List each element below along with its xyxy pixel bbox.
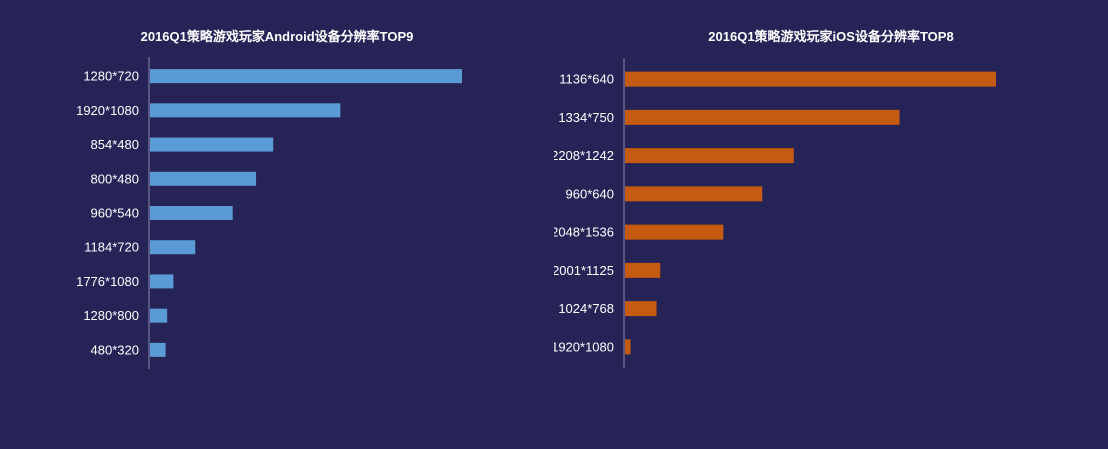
category-tick-label: 1920*1080 (76, 103, 139, 118)
bar (150, 274, 174, 289)
bar (625, 262, 661, 278)
category-tick-label: 800*480 (91, 171, 139, 186)
category-tick-label: 2208*1242 (554, 148, 614, 163)
category-tick-label: 1920*1080 (554, 339, 614, 354)
category-tick-label: 480*320 (91, 342, 139, 357)
category-tick-label: 1334*750 (558, 110, 614, 125)
bar (150, 103, 341, 118)
category-tick-label: 1280*720 (83, 69, 139, 84)
bar (150, 69, 462, 84)
bar (625, 339, 631, 355)
bar (625, 71, 996, 87)
category-tick-label: 1280*800 (83, 308, 139, 323)
category-tick-label: 2048*1536 (554, 225, 614, 240)
ios-bar-plot: 1136*640 1334*750 2208*1242 960*640 2048*153… (554, 58, 996, 368)
category-tick-label: 854*480 (91, 137, 139, 152)
bar (150, 171, 257, 186)
bar (625, 186, 763, 202)
category-tick-label: 1136*640 (559, 72, 614, 87)
bar (150, 206, 233, 220)
bar (625, 301, 657, 317)
chart-title: 2016Q1策略游戏玩家Android设备分辨率TOP9 (140, 29, 414, 44)
bar (625, 109, 900, 125)
bar (150, 308, 168, 323)
android-resolution-chart: 2016Q1策略游戏玩家Android设备分辨率TOP9 1280*720 192… (76, 29, 462, 369)
bar (625, 148, 794, 164)
bar (150, 342, 166, 357)
category-tick-label: 1184*720 (84, 240, 139, 255)
category-tick-label: 960*540 (91, 206, 139, 221)
bar (625, 224, 724, 240)
chart-title: 2016Q1策略游戏玩家iOS设备分辨率TOP8 (708, 29, 954, 44)
ios-resolution-chart: 2016Q1策略游戏玩家iOS设备分辨率TOP8 1136*640 1334*75… (554, 0, 1108, 449)
bar (150, 137, 274, 152)
category-tick-label: 2001*1125 (554, 263, 614, 278)
bar (150, 240, 196, 255)
category-tick-label: 1024*768 (558, 301, 614, 316)
category-tick-label: 960*640 (566, 186, 614, 201)
category-tick-label: 1776*1080 (76, 274, 139, 289)
android-bar-plot: 1280*720 1920*1080 854*480 800*480 960*540 11… (76, 57, 462, 369)
